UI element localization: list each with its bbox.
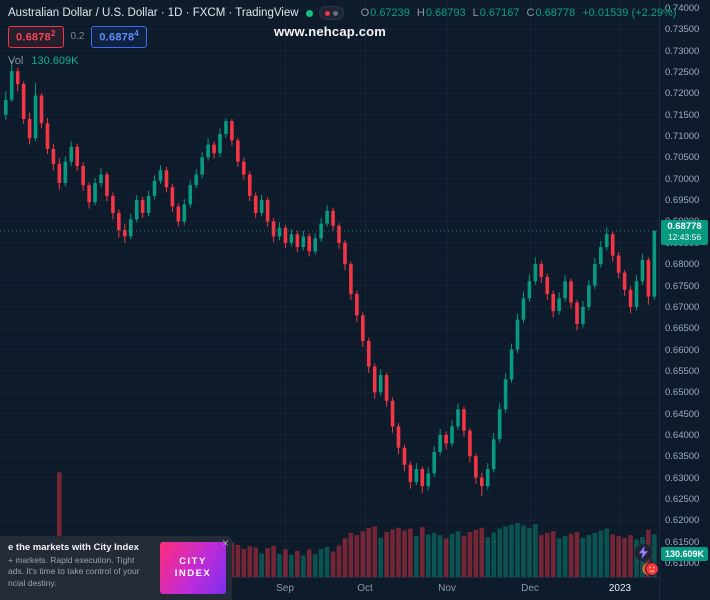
price-axis-label: 0.62500 — [665, 493, 700, 505]
price-axis[interactable]: 0.74000 0.73500 0.73000 0.72500 0.72000 0.715… — [659, 0, 710, 600]
watermark-text: www.nehcap.com — [273, 24, 387, 39]
price-axis-label: 0.73000 — [665, 45, 700, 57]
time-axis-label: 2023 — [608, 583, 632, 594]
ohlc-values: O 0.67239 H 0.68793 L 0.67167 C 0.68778 +0.0… — [354, 7, 677, 19]
high-label: H — [416, 7, 425, 19]
gray-dot-icon — [332, 10, 338, 16]
low-label: L — [472, 7, 479, 19]
time-axis-label: Oct — [357, 583, 373, 594]
lightning-icon — [639, 546, 648, 559]
reactions-button[interactable] — [642, 560, 659, 577]
volume-value: 130.609K — [31, 54, 79, 67]
volume-legend-row: Vol 130.609K — [8, 55, 676, 67]
price-axis-label: 0.63000 — [665, 472, 700, 484]
price-axis-label: 0.70500 — [665, 152, 700, 164]
candlestick-chart[interactable] — [0, 0, 660, 578]
price-axis-label: 0.68000 — [665, 259, 700, 271]
price-axis-label: 0.71000 — [665, 131, 700, 143]
change-value: +0.01539 (+2.29%) — [582, 7, 677, 19]
time-axis-label: Sep — [276, 583, 294, 594]
bar-countdown: 12:43:56 — [667, 232, 702, 243]
price-axis-label: 0.61000 — [665, 558, 700, 569]
sell-price-button[interactable]: 0.68782 — [8, 26, 64, 48]
price-axis-label: 0.66500 — [665, 323, 700, 335]
ad-headline: e the markets with City Index — [8, 542, 139, 553]
buy-price-button[interactable]: 0.68784 — [91, 26, 147, 48]
price-axis-label: 0.69500 — [665, 195, 700, 207]
price-axis-label: 0.67500 — [665, 280, 700, 292]
spread-value: 0.2 — [70, 31, 85, 43]
price-axis-label: 0.64500 — [665, 408, 700, 420]
market-status-dot — [305, 9, 313, 17]
price-axis-label: 0.65000 — [665, 387, 700, 399]
ad-close-button[interactable]: × — [221, 536, 229, 550]
volume-badge: 130.609K — [661, 547, 708, 561]
red-dot-icon — [324, 10, 330, 16]
last-price-value: 0.68778 — [667, 220, 702, 232]
symbol-legend: Australian Dollar / U.S. Dollar · 1D · F… — [8, 6, 676, 67]
data-status-pill[interactable] — [318, 6, 344, 20]
price-axis-label: 0.74000 — [665, 3, 700, 14]
open-label: O — [360, 7, 370, 19]
price-axis-label: 0.71500 — [665, 109, 700, 121]
price-axis-label: 0.65500 — [665, 365, 700, 377]
ad-body-line: ncial destiny. — [8, 577, 57, 588]
last-price-badge: 0.68778 12:43:56 — [661, 219, 708, 245]
price-axis-label: 0.63500 — [665, 451, 700, 463]
price-axis-label: 0.67000 — [665, 301, 700, 313]
close-label: C — [526, 7, 535, 19]
quick-trade-button[interactable] — [634, 543, 653, 562]
price-axis-label: 0.70000 — [665, 173, 700, 185]
close-value: 0.68778 — [535, 7, 576, 19]
price-axis-label: 0.66000 — [665, 344, 700, 356]
low-value: 0.67167 — [479, 7, 520, 19]
legend-row-symbol: Australian Dollar / U.S. Dollar · 1D · F… — [8, 6, 676, 20]
city-index-logo: CITY INDEX — [160, 542, 226, 594]
bid-ask-row: 0.68782 0.2 0.68784 — [8, 26, 676, 48]
price-axis-label: 0.64000 — [665, 429, 700, 441]
open-value: 0.67239 — [370, 7, 410, 19]
price-axis-label: 0.61500 — [665, 536, 700, 548]
symbol-title[interactable]: Australian Dollar / U.S. Dollar · 1D · F… — [8, 7, 299, 19]
ad-body-line: ads. It's time to take control of your — [8, 566, 140, 577]
price-axis-label: 0.72000 — [665, 88, 700, 100]
volume-label[interactable]: Vol — [8, 54, 24, 67]
time-axis-label: Dec — [521, 583, 539, 594]
ad-body-line: + markets. Rapid execution. Tight — [8, 555, 135, 565]
price-axis-label: 0.62000 — [665, 515, 700, 527]
price-axis-label: 0.72500 — [665, 67, 700, 79]
emoji-faces-icon — [642, 561, 659, 576]
high-value: 0.68793 — [425, 7, 466, 19]
ad-banner[interactable]: e the markets with City Index + markets.… — [0, 536, 232, 600]
time-axis-label: Nov — [438, 583, 456, 594]
ad-copy: e the markets with City Index + markets.… — [8, 542, 160, 594]
price-axis-label: 0.73500 — [665, 24, 700, 36]
